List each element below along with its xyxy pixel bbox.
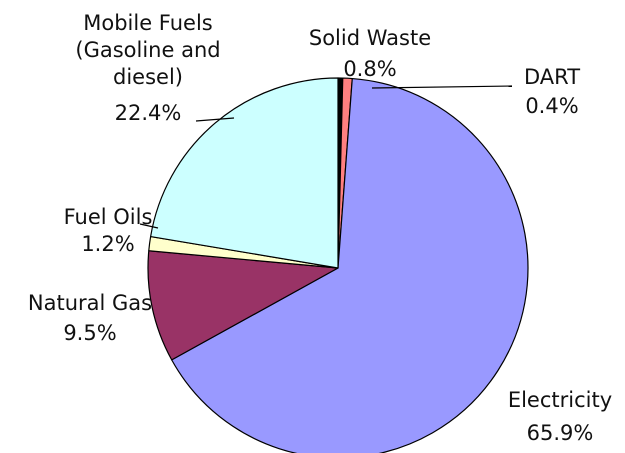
label-electricity-name: Electricity — [508, 388, 612, 412]
leader-line-mobile-fuels — [195, 117, 235, 122]
leader-line-fuel-oils — [139, 223, 159, 229]
label-mobile-fuels-value: 22.4% — [115, 101, 182, 125]
label-mobile-fuels-line1: Mobile Fuels — [83, 11, 213, 35]
pie-slice-mobile-fuels-gasoline-and-diesel — [150, 77, 339, 269]
pie-slice-natural-gas — [147, 250, 339, 361]
label-electricity-value: 65.9% — [527, 421, 594, 445]
label-dart-value: 0.4% — [525, 94, 578, 118]
pie-slices — [147, 77, 529, 453]
label-solid-waste-value: 0.8% — [343, 57, 396, 81]
label-solid-waste-name: Solid Waste — [309, 26, 431, 50]
label-fuel-oils-value: 1.2% — [81, 232, 134, 256]
label-natural-gas-value: 9.5% — [63, 321, 116, 345]
leader-lines — [139, 85, 513, 229]
leader-line-dart — [371, 85, 513, 89]
pie-slice-electricity — [171, 77, 529, 453]
label-mobile-fuels-line2: (Gasoline and — [75, 38, 220, 62]
label-mobile-fuels-line3: diesel) — [113, 65, 183, 89]
label-fuel-oils-name: Fuel Oils — [64, 205, 153, 229]
slice-labels: Mobile Fuels (Gasoline and diesel) 22.4%… — [28, 11, 612, 445]
label-natural-gas-name: Natural Gas — [28, 291, 152, 315]
label-dart-name: DART — [524, 65, 580, 89]
